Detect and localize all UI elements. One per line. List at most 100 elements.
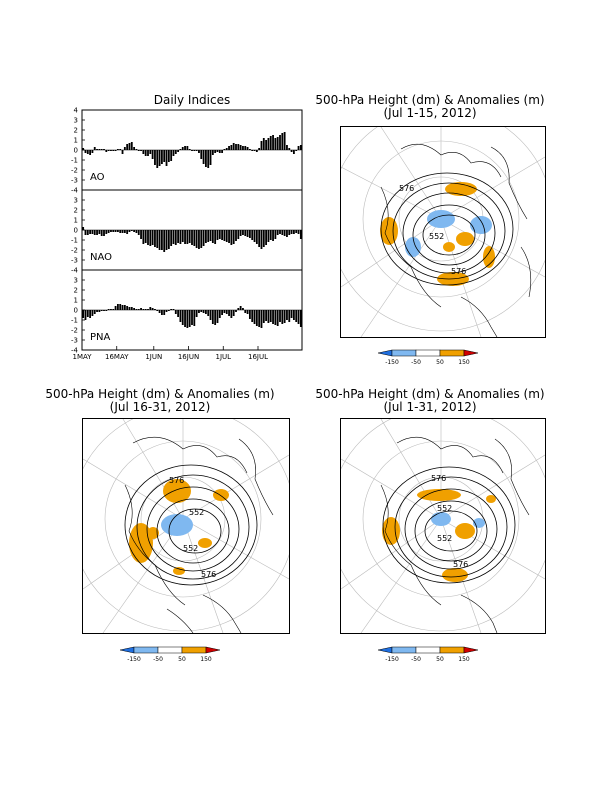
bar xyxy=(286,145,288,150)
bar xyxy=(144,150,147,156)
bar xyxy=(191,310,193,325)
bar xyxy=(170,309,173,310)
map1-panel: 576 552 576 xyxy=(328,106,554,338)
bar xyxy=(103,230,105,236)
bar xyxy=(239,230,242,236)
bar xyxy=(207,150,210,168)
colorbar-segment xyxy=(415,646,441,654)
map2-label-552b: 552 xyxy=(183,544,198,553)
bar xyxy=(267,230,270,242)
bar xyxy=(260,230,263,249)
map3-label-576b: 576 xyxy=(453,560,468,569)
bar xyxy=(163,310,166,315)
bar xyxy=(265,140,268,150)
bar xyxy=(119,230,122,233)
bar xyxy=(281,310,284,324)
colorbar-segment xyxy=(391,349,417,357)
bar xyxy=(137,309,140,310)
map3-subtitle: (Jul 1-31, 2012) xyxy=(383,400,477,414)
bar xyxy=(251,150,254,151)
bar xyxy=(269,230,272,240)
bar xyxy=(292,150,295,154)
bar xyxy=(163,150,166,162)
bar xyxy=(112,230,115,232)
bar xyxy=(232,143,235,150)
bar xyxy=(179,149,182,150)
bar xyxy=(228,230,230,243)
bar xyxy=(181,230,184,242)
bar xyxy=(274,138,277,150)
bar xyxy=(214,310,217,325)
colorbar-segment xyxy=(157,646,183,654)
bar xyxy=(202,150,205,164)
bar xyxy=(167,310,170,311)
bar xyxy=(174,310,177,314)
y-tick-label: -4 xyxy=(71,347,79,355)
bar xyxy=(251,310,254,322)
bar xyxy=(272,310,274,324)
map3-figure: 576 552 552 576 xyxy=(328,406,554,634)
bar xyxy=(198,230,200,249)
bar xyxy=(269,310,272,322)
bar xyxy=(100,230,103,236)
bar xyxy=(105,310,108,311)
bar xyxy=(204,310,207,314)
colorbar-segment xyxy=(439,349,465,357)
bar xyxy=(274,230,277,239)
y-tick-label: 0 xyxy=(74,227,78,235)
bar xyxy=(105,230,108,234)
indices-title: Daily Indices xyxy=(153,93,231,107)
bar xyxy=(221,150,224,153)
colorbar-segment xyxy=(415,349,441,357)
y-tick-label: -4 xyxy=(71,267,79,275)
bar xyxy=(299,230,302,239)
bar xyxy=(147,150,149,156)
bar xyxy=(237,230,240,239)
bar xyxy=(167,150,170,162)
y-tick-label: -1 xyxy=(71,317,78,325)
map1-figure: 576 552 576 xyxy=(328,106,554,338)
bar xyxy=(130,230,133,231)
map1-label-552: 552 xyxy=(429,232,444,241)
bar xyxy=(179,230,182,244)
bar xyxy=(172,150,175,156)
colorbar-segment xyxy=(181,646,207,654)
bar xyxy=(214,150,217,153)
bar xyxy=(242,308,244,310)
bar xyxy=(211,230,214,243)
bar xyxy=(209,230,212,241)
bar xyxy=(297,310,300,324)
bar xyxy=(177,230,180,243)
bar xyxy=(100,310,103,311)
bar xyxy=(283,310,286,323)
bar xyxy=(126,144,129,150)
map3-label-576: 576 xyxy=(431,474,446,483)
bar xyxy=(246,147,249,150)
bar xyxy=(82,310,85,318)
bar xyxy=(160,230,163,250)
bar xyxy=(290,150,293,152)
bar xyxy=(128,307,131,310)
y-tick-label: -4 xyxy=(71,187,79,195)
bar xyxy=(158,230,161,250)
bar xyxy=(288,148,291,150)
bar xyxy=(267,138,270,150)
bar xyxy=(147,230,149,245)
y-tick-label: 3 xyxy=(74,197,78,205)
bar xyxy=(255,150,258,152)
bar xyxy=(93,147,96,150)
bar xyxy=(84,310,87,320)
bar xyxy=(140,230,142,239)
bar xyxy=(225,310,228,314)
bar xyxy=(154,309,156,310)
bar xyxy=(172,309,175,310)
y-tick-label: 1 xyxy=(74,297,78,305)
bar xyxy=(200,310,203,312)
y-tick-label: -3 xyxy=(71,177,78,185)
bar xyxy=(110,150,112,151)
colorbar-arrow-left xyxy=(377,646,393,654)
bar xyxy=(179,310,182,322)
bar xyxy=(147,309,149,310)
bar xyxy=(221,310,224,315)
bar xyxy=(195,230,198,248)
